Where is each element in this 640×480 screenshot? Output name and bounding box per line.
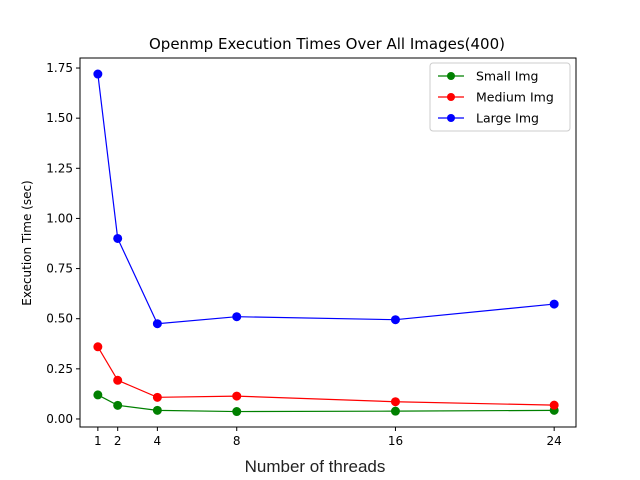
data-point: [113, 375, 123, 385]
legend-item: Large Img: [438, 111, 539, 126]
data-point: [390, 397, 400, 407]
data-point: [93, 69, 103, 79]
data-point: [93, 390, 103, 400]
x-tick-label: 24: [547, 434, 562, 448]
plot-area: [79, 57, 577, 428]
legend-marker: [447, 72, 455, 80]
legend-marker: [447, 93, 455, 101]
legend-item: Medium Img: [438, 90, 554, 105]
data-point: [113, 400, 123, 410]
data-point: [152, 405, 162, 415]
data-point: [232, 312, 242, 322]
chart-title: Openmp Execution Times Over All Images(4…: [149, 35, 505, 53]
y-tick-label: 1.00: [46, 211, 73, 225]
series-small-img: [93, 390, 559, 417]
legend: Small Img Medium Img Large Img: [429, 62, 571, 132]
data-point: [390, 406, 400, 416]
series-line: [97, 346, 555, 406]
x-tick-label: 1: [94, 434, 102, 448]
plot-frame: [79, 57, 577, 428]
y-tick-label: 0.25: [46, 362, 73, 376]
legend-marker: [447, 114, 455, 122]
data-point: [232, 407, 242, 417]
y-tick-label: 1.50: [46, 111, 73, 125]
series-large-img: [93, 69, 559, 329]
x-axis-label: Number of threads: [245, 457, 386, 476]
legend-label: Large Img: [476, 111, 539, 126]
series-group: [93, 69, 559, 417]
x-tick-label: 4: [154, 434, 162, 448]
legend-box: [429, 62, 571, 132]
y-tick-label: 0.00: [46, 412, 73, 426]
x-tick-label: 2: [114, 434, 122, 448]
series-line: [97, 73, 555, 325]
x-axis: 1 2 4 8 16 24: [94, 427, 562, 448]
data-point: [113, 233, 123, 243]
data-point: [93, 342, 103, 352]
y-tick-label: 1.25: [46, 161, 73, 175]
data-point: [390, 315, 400, 325]
series-medium-img: [93, 342, 559, 410]
y-tick-label: 0.50: [46, 312, 73, 326]
y-tick-label: 1.75: [46, 61, 73, 75]
x-tick-label: 16: [388, 434, 403, 448]
x-tick-label: 8: [233, 434, 241, 448]
y-axis-label: Execution Time (sec): [20, 180, 34, 305]
y-tick-label: 0.75: [46, 262, 73, 276]
legend-label: Medium Img: [476, 90, 554, 105]
y-axis: 0.00 0.25 0.50 0.75 1.00 1.25 1.50 1.75: [46, 61, 80, 426]
data-point: [549, 400, 559, 410]
data-point: [152, 319, 162, 329]
data-point: [152, 392, 162, 402]
data-point: [549, 299, 559, 309]
legend-label: Small Img: [476, 69, 539, 84]
legend-item: Small Img: [438, 69, 539, 84]
data-point: [232, 391, 242, 401]
